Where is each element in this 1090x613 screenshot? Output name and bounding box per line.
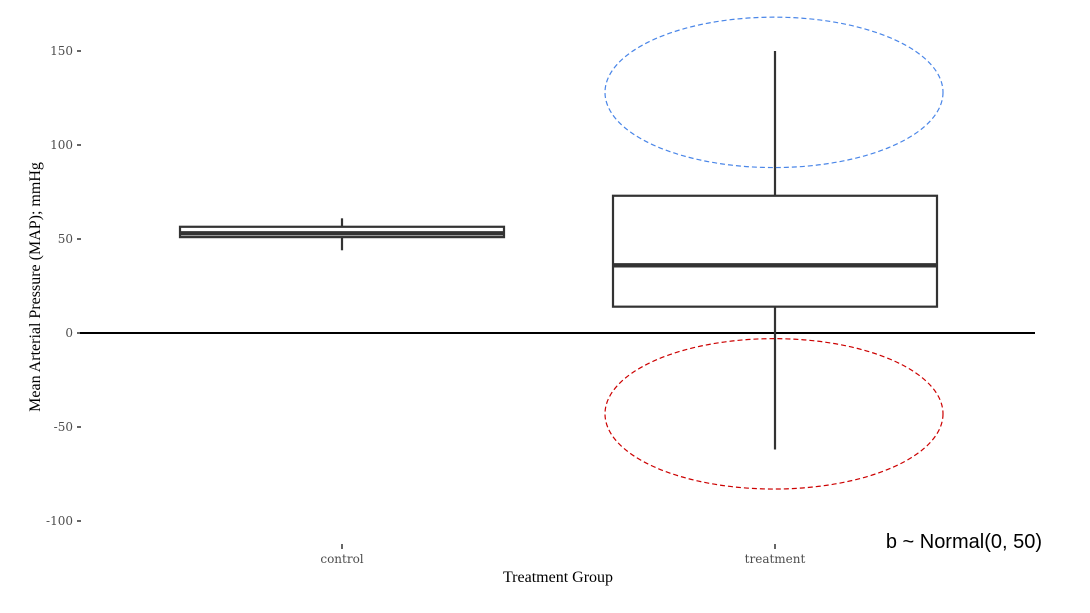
y-tick-label-2: 50 [58, 232, 73, 246]
y-tick-label-5: -100 [46, 514, 73, 528]
box-plots [178, 51, 939, 450]
y-tick-label-3: 0 [65, 326, 73, 340]
highlight-ellipse-lower [604, 338, 944, 490]
x-axis-title: Treatment Group [503, 569, 613, 586]
box-plot-control [178, 218, 506, 251]
box-plot-treatment [611, 51, 939, 450]
x-tick-label-0: control [320, 552, 363, 566]
y-tick-label-1: 100 [50, 138, 73, 152]
x-axis: control treatment [320, 544, 806, 566]
highlight-ellipses [604, 16, 944, 490]
y-axis-title: Mean Arterial Pressure (MAP); mmHg [27, 162, 44, 412]
y-tick-label-4: -50 [54, 420, 73, 434]
x-tick-label-1: treatment [745, 552, 806, 566]
y-tick-label-0: 150 [50, 44, 73, 58]
prior-annotation: b ~ Normal(0, 50) [886, 531, 1042, 553]
highlight-ellipse-upper [604, 16, 944, 169]
y-axis: 150 100 50 0 -50 -100 [46, 44, 81, 528]
box-treatment [611, 194, 939, 308]
